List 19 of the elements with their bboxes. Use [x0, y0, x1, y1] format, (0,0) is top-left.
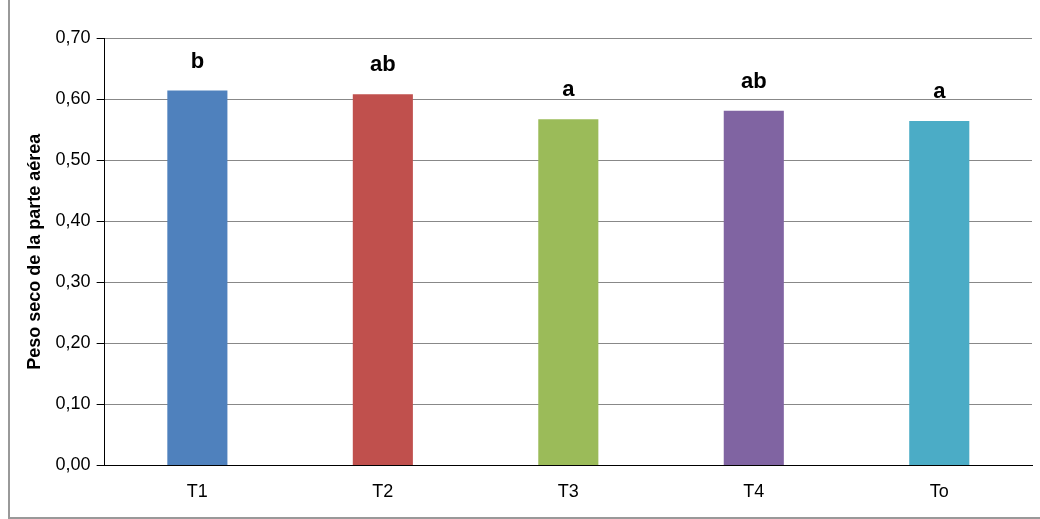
y-tick-label: 0,00 — [55, 454, 91, 475]
annotation: b — [190, 47, 205, 73]
y-axis-title: Peso seco de la parte aérea — [23, 132, 44, 370]
y-tick-label: 0,20 — [55, 332, 91, 353]
y-tick-label: 0,30 — [55, 271, 91, 292]
y-tick-label: 0,10 — [55, 393, 91, 414]
x-tick-label: To — [929, 481, 949, 502]
annotation: a — [933, 78, 947, 104]
y-tick-label: 0,60 — [55, 88, 91, 109]
x-tick-label: T4 — [743, 481, 765, 502]
x-tick-label: T3 — [557, 481, 579, 502]
y-tick-label: 0,50 — [55, 149, 91, 170]
x-tick-label: T1 — [186, 481, 208, 502]
annotation: ab — [370, 51, 396, 77]
annotation: ab — [740, 67, 767, 93]
y-tick-label: 0,40 — [55, 210, 91, 231]
annotation: a — [562, 76, 576, 102]
x-tick-label: T2 — [372, 481, 394, 502]
y-tick-label: 0,70 — [55, 26, 91, 47]
